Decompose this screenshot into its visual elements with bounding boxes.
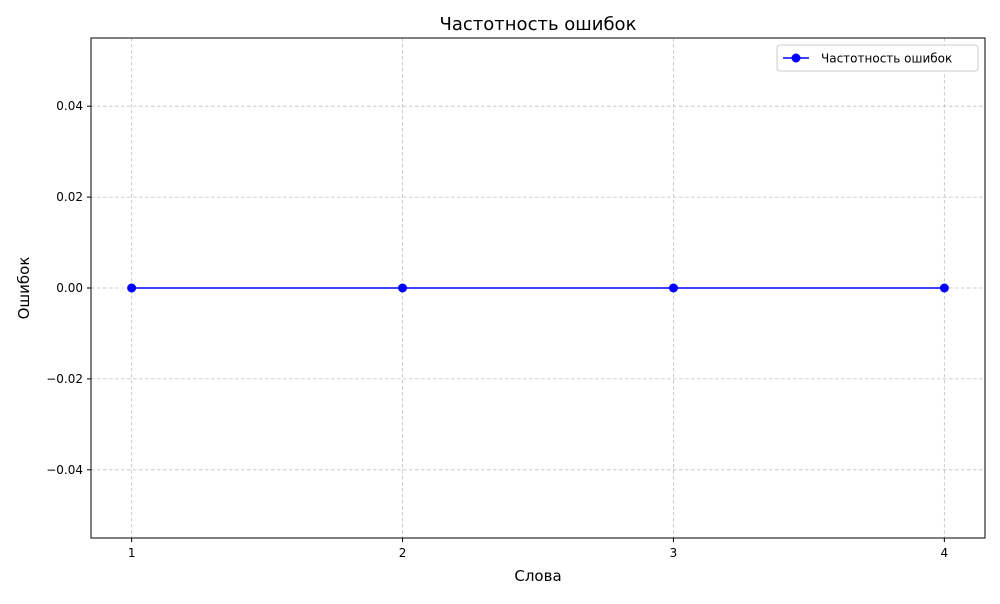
legend-box xyxy=(776,44,979,72)
legend-marker xyxy=(791,53,801,63)
chart-title: Частотность ошибок xyxy=(440,14,637,35)
x-tick-label: 3 xyxy=(670,546,678,560)
y-tick-label: 0.04 xyxy=(56,99,83,113)
y-tick-label: 0.00 xyxy=(56,281,83,295)
x-tick-label: 2 xyxy=(399,546,407,560)
x-tick-label: 1 xyxy=(128,546,136,560)
x-axis-label: Слова xyxy=(514,567,561,585)
y-tick-label: −0.04 xyxy=(46,463,83,477)
legend: Частотность ошибок xyxy=(776,44,979,72)
series-layer xyxy=(127,283,949,293)
data-point xyxy=(939,283,949,293)
y-tick-label: −0.02 xyxy=(46,372,83,386)
y-axis-label: Ошибок xyxy=(15,257,33,320)
legend-label: Частотность ошибок xyxy=(821,52,952,66)
x-tick-label: 4 xyxy=(941,546,949,560)
data-point xyxy=(668,283,678,293)
data-point xyxy=(127,283,137,293)
data-point xyxy=(398,283,408,293)
y-axis: −0.04 −0.02 0.00 0.02 0.04 xyxy=(46,99,91,477)
x-axis: 1 2 3 4 xyxy=(128,538,948,560)
y-tick-label: 0.02 xyxy=(56,190,83,204)
